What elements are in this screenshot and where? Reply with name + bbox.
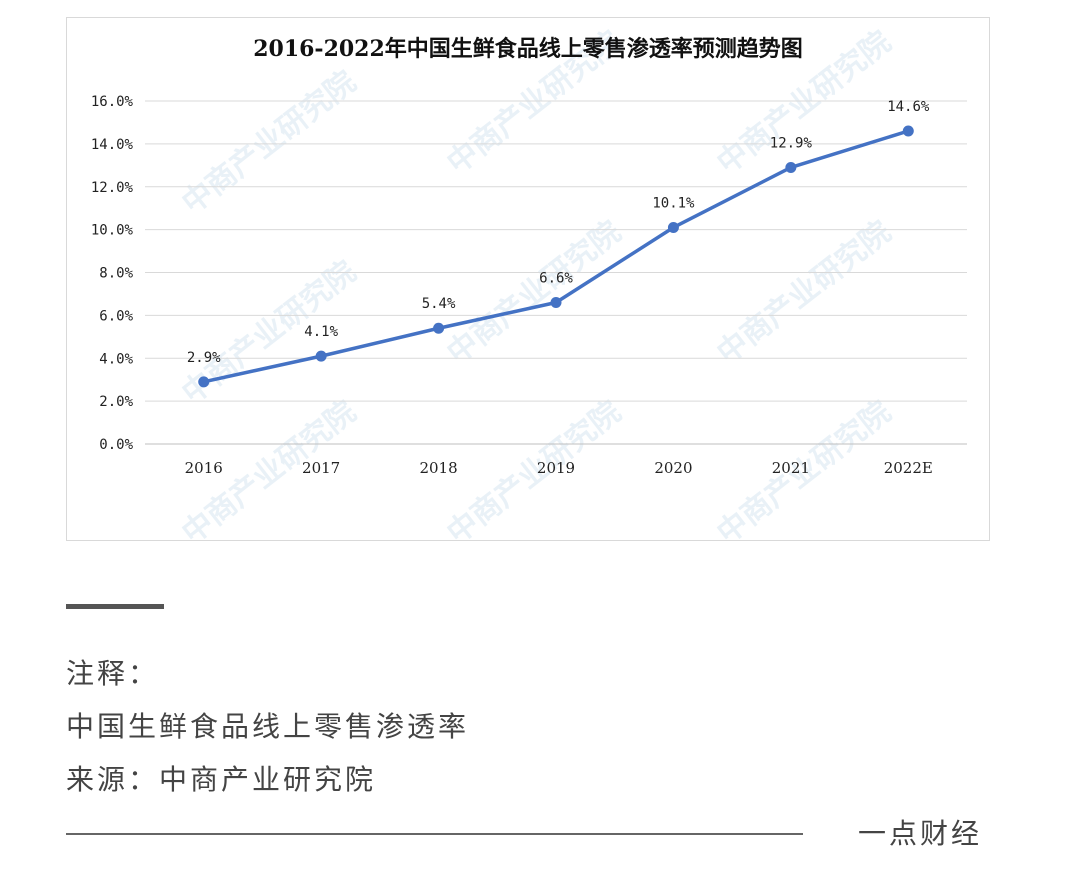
brand-name: 一点财经	[858, 817, 983, 850]
line-chart: 2016-2022年中国生鲜食品线上零售渗透率预测趋势图 0.0% 2.0% 4.0…	[91, 36, 967, 477]
x-tick-label: 2021	[772, 459, 810, 477]
x-axis-ticks: 2016 2017 2018 2019 2020 2021 2022E	[185, 459, 933, 477]
data-labels: 2.9% 4.1% 5.4% 6.6% 10.1% 12.9% 14.6%	[187, 99, 930, 366]
x-tick-label: 2016	[185, 459, 223, 477]
data-label: 5.4%	[422, 296, 456, 312]
x-tick-label: 2017	[302, 459, 340, 477]
data-point	[433, 322, 445, 334]
data-label: 4.1%	[304, 324, 338, 340]
divider-long	[66, 833, 803, 835]
data-label: 10.1%	[652, 195, 695, 211]
chart-container: 中商产业研究院 中商产业研究院 中商产业研究院 中商产业研究院 中商产业研究院 …	[66, 17, 990, 551]
grid	[145, 100, 967, 445]
y-tick-label: 16.0%	[91, 94, 134, 110]
data-point	[902, 125, 914, 137]
y-tick-label: 14.0%	[91, 137, 134, 153]
y-tick-label: 10.0%	[91, 223, 134, 239]
y-tick-label: 0.0%	[99, 437, 133, 453]
data-label: 2.9%	[187, 350, 221, 366]
x-tick-label: 2019	[537, 459, 575, 477]
data-point	[315, 350, 327, 362]
data-point	[198, 376, 210, 388]
y-tick-label: 12.0%	[91, 180, 134, 196]
y-axis-ticks: 0.0% 2.0% 4.0% 6.0% 8.0% 10.0% 12.0% 14.0% 16.0%	[91, 94, 134, 453]
y-tick-label: 2.0%	[99, 394, 133, 410]
y-tick-label: 8.0%	[99, 266, 133, 282]
y-tick-label: 4.0%	[99, 351, 133, 367]
data-label: 6.6%	[539, 271, 573, 287]
chart-title: 2016-2022年中国生鲜食品线上零售渗透率预测趋势图	[253, 36, 803, 62]
data-point	[550, 297, 562, 309]
data-points	[198, 125, 914, 388]
divider-short	[66, 604, 164, 609]
data-label: 12.9%	[770, 135, 813, 151]
x-tick-label: 2018	[419, 459, 457, 477]
series-line	[201, 129, 911, 384]
data-point	[667, 221, 679, 233]
notes-source: 来源：中商产业研究院	[66, 763, 377, 796]
x-tick-label: 2022E	[884, 459, 933, 477]
notes-heading: 注释：	[66, 657, 160, 690]
x-tick-label: 2020	[654, 459, 692, 477]
data-point	[785, 161, 797, 173]
notes-description: 中国生鲜食品线上零售渗透率	[66, 710, 470, 743]
y-tick-label: 6.0%	[99, 308, 133, 324]
data-label: 14.6%	[887, 99, 930, 115]
